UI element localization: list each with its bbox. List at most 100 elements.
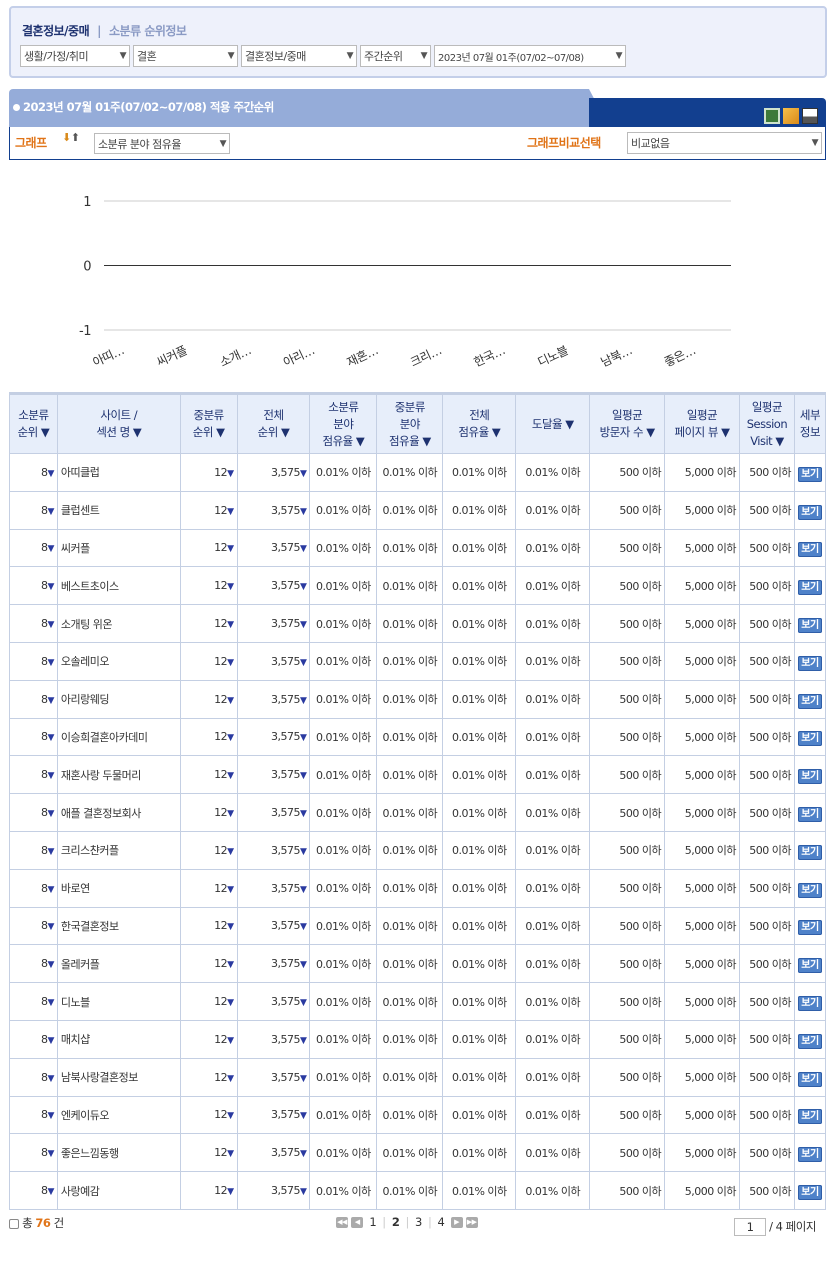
site-name-link[interactable]: 바로연 bbox=[60, 882, 90, 896]
site-name-link[interactable]: 이승희결혼아카데미 bbox=[60, 730, 148, 744]
cell-value: 5,000 이하 bbox=[684, 730, 737, 744]
cell: 0.01% 이하 bbox=[309, 868, 378, 908]
view-detail-button[interactable]: 보기 bbox=[798, 466, 822, 482]
last-page-icon[interactable]: ▶▶ bbox=[465, 1217, 478, 1228]
week-select[interactable]: 2023년 07월 01주(07/02~07/08) ▼ bbox=[434, 45, 626, 67]
view-detail-button[interactable]: 보기 bbox=[798, 655, 822, 671]
minor-category-select[interactable]: 결혼정보/중매 ▼ bbox=[241, 45, 357, 67]
view-detail-button[interactable]: 보기 bbox=[798, 1033, 822, 1049]
arrow-down-icon[interactable]: ⬇ bbox=[62, 131, 71, 144]
view-detail-button[interactable]: 보기 bbox=[798, 1071, 822, 1087]
view-detail-button[interactable]: 보기 bbox=[798, 504, 822, 520]
column-header[interactable]: 중분류 분야 점유율 ▼ bbox=[376, 393, 444, 454]
cell-value: 0.01% 이하 bbox=[316, 919, 371, 933]
view-detail-button[interactable]: 보기 bbox=[798, 844, 822, 860]
compare-select[interactable]: 비교없음 ▼ bbox=[627, 132, 822, 154]
view-detail-button[interactable]: 보기 bbox=[798, 542, 822, 558]
table-row: 8▼ 아리랑웨딩 12▼ 3,575▼ 0.01% 이하 0.01% 이하 0.01% 이하… bbox=[9, 679, 827, 719]
column-header[interactable]: 일평균 페이지 뷰 ▼ bbox=[664, 393, 740, 454]
view-detail-button[interactable]: 보기 bbox=[798, 1147, 822, 1163]
export-icon[interactable] bbox=[783, 108, 799, 124]
site-name-link[interactable]: 아띠클럽 bbox=[60, 466, 100, 480]
column-header[interactable]: 일평균 방문자 수 ▼ bbox=[589, 393, 666, 454]
site-name-link[interactable]: 클럽센트 bbox=[60, 504, 100, 518]
cell: 500 이하 bbox=[589, 906, 666, 946]
rank-change-icon: ▼ bbox=[299, 657, 307, 668]
view-detail-button[interactable]: 보기 bbox=[798, 1109, 822, 1125]
column-header[interactable]: 일평균 Session Visit ▼ bbox=[738, 393, 795, 454]
site-name-link[interactable]: 아리랑웨딩 bbox=[60, 693, 110, 707]
table-row: 8▼ 매치샵 12▼ 3,575▼ 0.01% 이하 0.01% 이하 0.01% 이하 0.… bbox=[9, 1019, 827, 1059]
chevron-down-icon: ▼ bbox=[420, 51, 428, 61]
cell: 0.01% 이하 bbox=[442, 566, 517, 606]
cell: 보기 bbox=[793, 1095, 827, 1135]
site-name-link[interactable]: 씨커플 bbox=[60, 541, 90, 555]
cell-value: 8 bbox=[40, 919, 48, 933]
site-name-link[interactable]: 매치샵 bbox=[60, 1033, 90, 1047]
page-input[interactable]: 1 bbox=[734, 1218, 766, 1236]
cell: 0.01% 이하 bbox=[309, 793, 378, 832]
site-name-link[interactable]: 재혼사랑 두물머리 bbox=[60, 768, 141, 782]
cell-value: 0.01% 이하 bbox=[382, 844, 438, 858]
view-detail-button[interactable]: 보기 bbox=[798, 580, 822, 596]
cell: 0.01% 이하 bbox=[309, 755, 378, 795]
site-name-link[interactable]: 소개팅 위온 bbox=[60, 617, 113, 631]
subcategory-select[interactable]: 결혼 ▼ bbox=[133, 45, 238, 67]
rank-change-icon: ▼ bbox=[299, 620, 307, 631]
view-detail-button[interactable]: 보기 bbox=[798, 958, 822, 974]
column-header[interactable]: 전체 순위 ▼ bbox=[236, 393, 311, 454]
view-detail-button[interactable]: 보기 bbox=[798, 618, 822, 634]
site-name-link[interactable]: 남북사랑결혼정보 bbox=[60, 1071, 138, 1085]
site-name-link[interactable]: 크리스챤커플 bbox=[60, 844, 119, 858]
page-link[interactable]: 1 bbox=[369, 1215, 377, 1229]
site-name-link[interactable]: 베스트초이스 bbox=[60, 579, 119, 593]
cell: 500 이하 bbox=[738, 641, 795, 681]
category-select[interactable]: 생활/가정/취미 ▼ bbox=[20, 45, 130, 67]
view-detail-button[interactable]: 보기 bbox=[798, 882, 822, 898]
view-detail-button[interactable]: 보기 bbox=[798, 807, 822, 823]
column-header[interactable]: 전체 점유율 ▼ bbox=[442, 393, 517, 454]
breadcrumb-category[interactable]: 결혼정보/중매 bbox=[22, 24, 90, 38]
cell-value: 5,000 이하 bbox=[684, 844, 737, 858]
column-header[interactable]: 중분류 순위 ▼ bbox=[179, 393, 238, 454]
graph-metric-select[interactable]: 소분류 분야 점유율 ▼ bbox=[94, 133, 230, 154]
cell: 500 이하 bbox=[589, 528, 666, 568]
next-page-icon[interactable]: ▶ bbox=[450, 1217, 463, 1228]
cell-value: 500 이하 bbox=[749, 541, 791, 555]
page-link[interactable]: 3 bbox=[415, 1215, 422, 1229]
site-name-link[interactable]: 엔케이듀오 bbox=[60, 1108, 110, 1122]
site-name-link[interactable]: 사랑예감 bbox=[60, 1184, 100, 1198]
excel-icon[interactable] bbox=[764, 108, 780, 124]
site-name-link[interactable]: 디노블 bbox=[60, 995, 90, 1009]
page-link[interactable]: 2 bbox=[391, 1215, 400, 1229]
arrow-up-icon[interactable]: ⬆ bbox=[70, 131, 80, 144]
view-detail-button[interactable]: 보기 bbox=[798, 1185, 822, 1201]
site-name-link[interactable]: 좋은느낌동행 bbox=[60, 1146, 119, 1160]
site-name-link[interactable]: 애플 결혼정보회사 bbox=[60, 806, 141, 820]
site-name-link[interactable]: 오솔레미오 bbox=[60, 655, 110, 669]
cell: 이승희결혼아카데미 bbox=[56, 717, 181, 757]
column-header[interactable]: 도달율 ▼ bbox=[515, 393, 591, 454]
cell: 5,000 이하 bbox=[664, 528, 740, 568]
cell-value: 0.01% 이하 bbox=[316, 1033, 371, 1047]
rank-change-icon: ▼ bbox=[227, 582, 234, 593]
column-header[interactable]: 소분류 분야 점유율 ▼ bbox=[309, 393, 378, 454]
first-page-icon[interactable]: ◀◀ bbox=[336, 1217, 348, 1228]
period-type-select[interactable]: 주간순위 ▼ bbox=[360, 45, 431, 67]
cell: 12▼ bbox=[179, 830, 238, 870]
collapse-icon[interactable] bbox=[9, 1218, 19, 1229]
view-detail-button[interactable]: 보기 bbox=[798, 731, 822, 747]
view-detail-button[interactable]: 보기 bbox=[798, 769, 822, 785]
prev-page-icon[interactable]: ◀ bbox=[351, 1217, 364, 1228]
column-header[interactable]: 사이트 / 섹션 명 ▼ bbox=[56, 393, 181, 454]
column-header[interactable]: 소분류 순위 ▼ bbox=[9, 393, 58, 454]
cell: 0.01% 이하 bbox=[515, 679, 591, 719]
cell-value: 0.01% 이하 bbox=[525, 504, 581, 518]
view-detail-button[interactable]: 보기 bbox=[798, 996, 822, 1012]
site-name-link[interactable]: 올레커플 bbox=[60, 957, 100, 971]
page-link[interactable]: 4 bbox=[437, 1215, 445, 1229]
print-icon[interactable] bbox=[802, 108, 818, 124]
view-detail-button[interactable]: 보기 bbox=[798, 920, 822, 936]
site-name-link[interactable]: 한국결혼정보 bbox=[60, 919, 119, 933]
view-detail-button[interactable]: 보기 bbox=[798, 693, 822, 709]
